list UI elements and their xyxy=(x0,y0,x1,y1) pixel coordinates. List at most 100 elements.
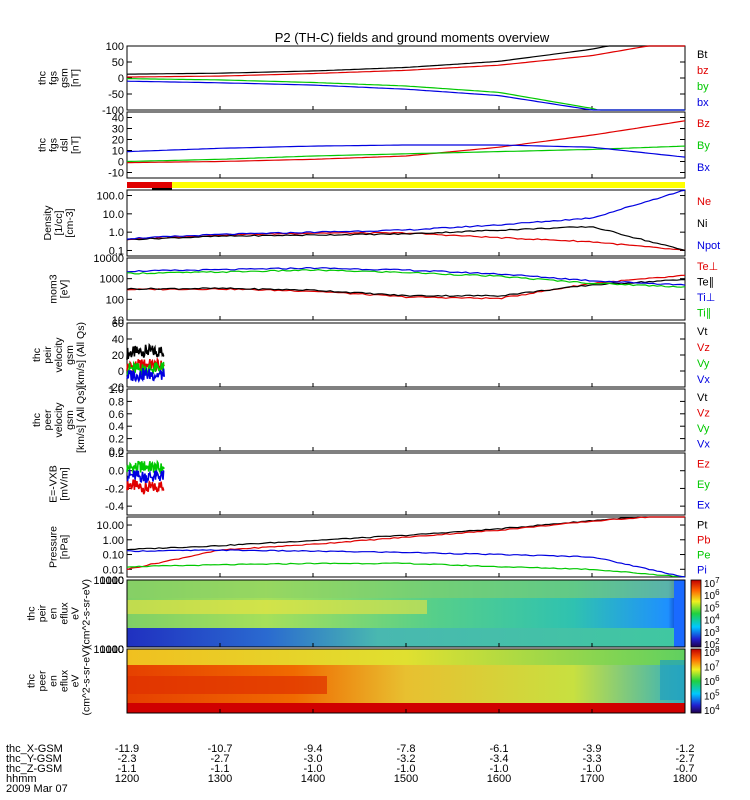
panel-frame-density xyxy=(126,189,686,257)
ytick-label-peer-en-eflux: 10000 xyxy=(93,644,124,656)
ytick-label-fgs-dsl: -10 xyxy=(108,168,124,180)
footer-value: -1.1 xyxy=(211,763,230,775)
ytick-label-temperature: 100 xyxy=(106,294,124,306)
series-temperature-Te∥ xyxy=(126,279,685,298)
legend-fgs-dsl: Bz xyxy=(697,118,710,130)
legend-density: Ni xyxy=(697,218,707,230)
ytick-label-peer-en-eflux: 10 xyxy=(112,644,124,656)
ytick-label-efield: 0.2 xyxy=(109,448,124,460)
ytick-label-peer-velocity: 0.8 xyxy=(109,396,124,408)
legend-density: Npot xyxy=(697,240,720,252)
ylabel-peir-velocity: [km/s] (All Qs) xyxy=(75,322,87,388)
footer-value: -3.4 xyxy=(490,753,509,765)
ytick-label-fgs-dsl: 40 xyxy=(112,113,124,125)
ytick-label-fgs: -50 xyxy=(108,89,124,101)
ion-colorbar xyxy=(690,579,702,648)
quality-bar-yellow xyxy=(127,182,685,188)
series-fgs-dsl-Bz xyxy=(127,120,686,164)
footer-date: 2009 Mar 07 xyxy=(6,783,68,795)
ytick-label-fgs-dsl: 10 xyxy=(112,146,124,158)
footer-value: -3.3 xyxy=(583,753,602,765)
ylabel-density: Density xyxy=(42,205,54,241)
ylabel-peir-en-eflux: (cm^2-s-sr-eV) xyxy=(81,579,93,648)
ytick-label-temperature: 10000 xyxy=(93,253,124,265)
footer-value: -1.0 xyxy=(583,763,602,775)
ylabel-temperature: [eV] xyxy=(59,280,71,299)
ylabel-fgs: fgs xyxy=(48,71,60,85)
footer-value: 1300 xyxy=(208,773,232,785)
colorbar-label-peer-en-eflux: 105 xyxy=(704,689,720,703)
electron-spectrogram-image xyxy=(127,649,685,713)
series-peir-velocity-Vt xyxy=(126,342,165,360)
legend-temperature: Ti∥ xyxy=(697,307,711,319)
colorbar-label-peer-en-eflux: 108 xyxy=(704,645,720,659)
legend-fgs: Bt xyxy=(697,49,707,61)
series-temperature-Ti⊥ xyxy=(126,266,686,286)
ylabel-efield: [mV/m] xyxy=(59,467,71,500)
ylabel-peir-velocity: velocity xyxy=(53,337,65,373)
ytick-label-efield: -0.4 xyxy=(105,501,124,513)
footer-value: 1600 xyxy=(487,773,511,785)
ylabel-temperature: mom3 xyxy=(48,274,60,303)
ytick-label-fgs: 0 xyxy=(118,73,124,85)
colorbar-label-peir-en-eflux: 105 xyxy=(704,600,720,614)
footer-value: -1.0 xyxy=(304,763,323,775)
ytick-label-efield: 0.0 xyxy=(109,466,124,478)
quality-bar-black xyxy=(152,188,172,190)
footer-value: -9.4 xyxy=(304,743,323,755)
ytick-label-temperature: 1000 xyxy=(100,274,124,286)
footer-value: -3.9 xyxy=(583,743,602,755)
legend-peer-velocity: Vt xyxy=(697,392,707,404)
electron-colorbar xyxy=(690,648,702,714)
ylabel-peer-en-eflux: peer xyxy=(37,670,49,692)
ylabel-peir-en-eflux: en xyxy=(48,608,60,620)
ylabel-fgs-dsl: fgs xyxy=(48,138,60,152)
colorbar-label-peer-en-eflux: 104 xyxy=(704,703,720,717)
ylabel-fgs: thc xyxy=(37,71,49,85)
series-peir-velocity-Vx xyxy=(126,367,165,383)
colorbar-label-peir-en-eflux: 106 xyxy=(704,588,720,602)
legend-pressure: Pi xyxy=(697,565,707,577)
legend-peer-velocity: Vy xyxy=(697,423,710,435)
footer-value: -6.1 xyxy=(490,743,509,755)
series-pressure-Pi xyxy=(126,549,686,578)
ylabel-peer-velocity: thc xyxy=(31,413,43,427)
ytick-label-fgs: 50 xyxy=(112,57,124,69)
ytick-label-fgs-dsl: 30 xyxy=(112,124,124,136)
ytick-label-peir-en-eflux: 100 xyxy=(106,575,124,587)
series-efield-Ex xyxy=(126,469,165,483)
ylabel-peir-velocity: peir xyxy=(42,346,54,364)
footer-value: 1400 xyxy=(301,773,325,785)
series-fgs-dsl-Bx xyxy=(126,144,686,158)
ytick-label-density: 100.0 xyxy=(96,191,124,203)
panel-frame-peir-velocity xyxy=(126,322,686,388)
legend-fgs: bx xyxy=(697,97,709,109)
footer-value: 1700 xyxy=(580,773,604,785)
ylabel-peir-velocity: gsm xyxy=(64,345,76,365)
series-pressure-Pb xyxy=(126,516,685,571)
colorbar-label-peer-en-eflux: 107 xyxy=(704,660,720,674)
ylabel-peer-velocity: peer xyxy=(42,409,54,431)
legend-temperature: Te∥ xyxy=(697,276,714,288)
colorbar-label-peir-en-eflux: 107 xyxy=(704,576,720,590)
ytick-label-fgs-dsl: 20 xyxy=(112,135,124,147)
series-density-Npot xyxy=(126,189,686,240)
ylabel-fgs-dsl: thc xyxy=(37,138,49,152)
ylabel-pressure: Pressure xyxy=(48,526,60,568)
footer-row-label: thc_Z-GSM xyxy=(6,763,62,775)
series-density-Ni xyxy=(126,225,686,252)
legend-fgs-dsl: By xyxy=(697,140,710,152)
ytick-label-peer-en-eflux: 100 xyxy=(106,644,124,656)
ytick-label-pressure: 1.00 xyxy=(103,535,124,547)
ylabel-peir-velocity: thc xyxy=(31,348,43,362)
panel-frame-pressure xyxy=(126,516,686,578)
ytick-label-peir-en-eflux: 10 xyxy=(112,575,124,587)
footer-value: -2.7 xyxy=(676,753,695,765)
footer-value: -10.7 xyxy=(207,743,232,755)
ylabel-fgs-dsl: dsl xyxy=(59,138,71,151)
footer-value: -7.8 xyxy=(397,743,416,755)
legend-pressure: Pt xyxy=(697,520,707,532)
ytick-label-density: 1.0 xyxy=(109,227,124,239)
